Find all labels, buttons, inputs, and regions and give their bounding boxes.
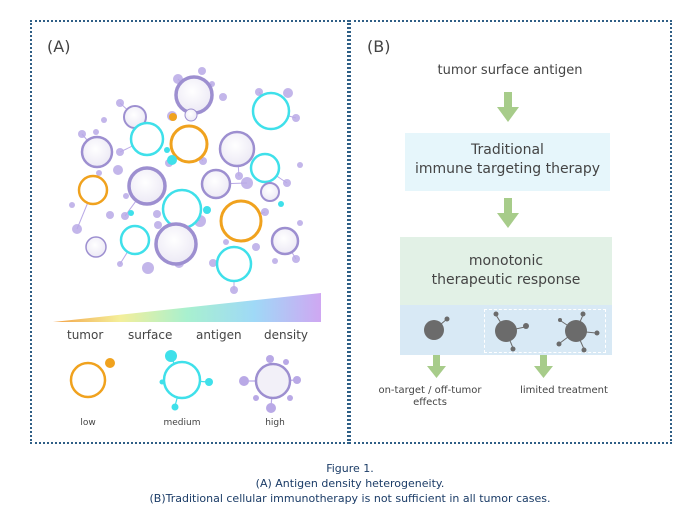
tumor-cell-icon (556, 311, 600, 353)
caption-line-3: (B)Traditional cellular immunotherapy is… (149, 492, 551, 505)
gradient-word-surface: surface (128, 328, 173, 342)
gradient-word-density: density (264, 328, 308, 342)
legend-high-cell-icon (239, 355, 301, 413)
down-arrow-icon (534, 355, 553, 378)
therapy-line-1: Traditional (471, 142, 544, 158)
gradient-word-tumor: tumor (67, 328, 104, 342)
on-target-off-tumor-label: on-target / off-tumor effects (360, 385, 500, 409)
legend-low-cell-icon (69, 358, 115, 399)
level-low-label: low (80, 418, 96, 428)
response-line-1: monotonic (468, 253, 544, 269)
response-line-2: therapeutic response (431, 272, 581, 288)
outcome-left-line-2: effects (413, 397, 447, 408)
panel-b (349, 20, 672, 444)
outcome-left-line-1: on-target / off-tumor (378, 385, 482, 396)
antigen-label: tumor surface antigen (437, 63, 583, 78)
panel-a-label: (A) (47, 37, 71, 56)
figure-caption: Figure 1. (A) Antigen density heterogene… (0, 461, 700, 506)
limited-treatment-label: limited treatment (520, 385, 608, 396)
panel-b-label: (B) (367, 37, 391, 56)
down-arrow-icon (497, 198, 519, 228)
level-medium-label: medium (163, 418, 201, 428)
caption-line-1: Figure 1. (326, 462, 374, 475)
caption-line-2: (A) Antigen density heterogeneity. (255, 477, 445, 490)
monotonic-response-box: monotonic therapeutic response (400, 237, 612, 305)
traditional-therapy-box: Traditional immune targeting therapy (405, 133, 610, 191)
tumor-cell-icon (493, 311, 529, 352)
level-high-label: high (265, 418, 285, 428)
panel-a (30, 20, 349, 444)
antigen-cell-cluster (69, 67, 303, 294)
down-arrow-icon (427, 355, 446, 378)
down-arrow-icon (497, 92, 519, 122)
gradient-word-antigen: antigen (196, 328, 242, 342)
tumor-cell-icon (424, 316, 450, 340)
density-gradient-ramp (53, 293, 321, 322)
legend-medium-cell-icon (159, 350, 213, 411)
limited-cells-dashed-box (484, 309, 606, 353)
therapy-line-2: immune targeting therapy (414, 161, 601, 177)
